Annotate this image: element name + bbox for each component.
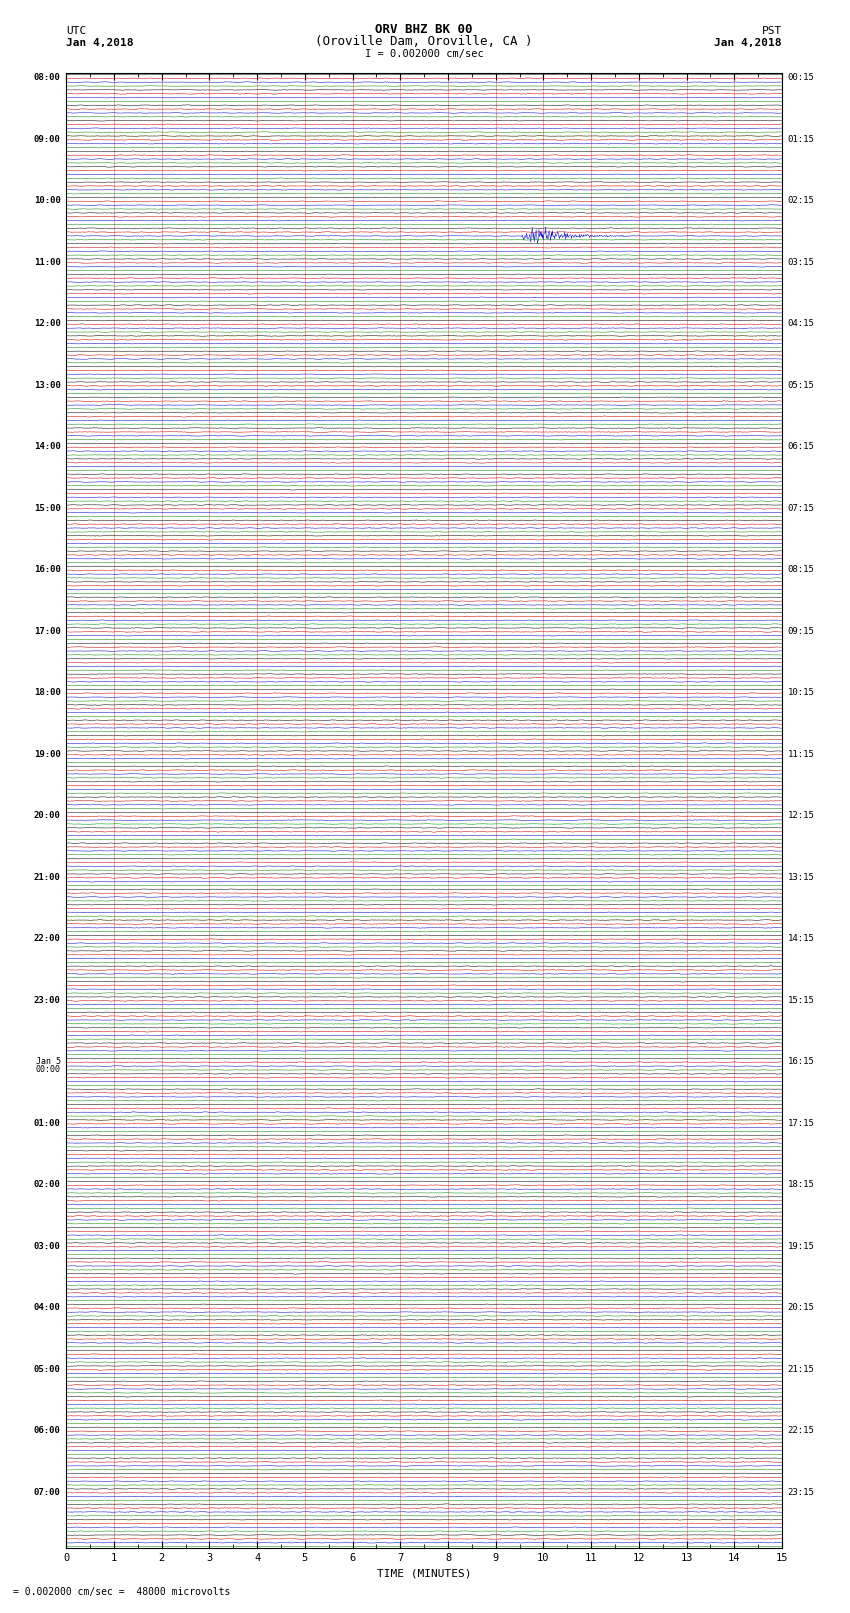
Text: 23:00: 23:00 — [34, 995, 60, 1005]
Text: 16:15: 16:15 — [788, 1057, 814, 1066]
Text: 23:15: 23:15 — [788, 1487, 814, 1497]
Text: 13:15: 13:15 — [788, 873, 814, 882]
Text: 20:00: 20:00 — [34, 811, 60, 821]
Text: 00:15: 00:15 — [788, 73, 814, 82]
Text: 05:00: 05:00 — [34, 1365, 60, 1374]
Text: 01:15: 01:15 — [788, 135, 814, 144]
Text: 17:15: 17:15 — [788, 1119, 814, 1127]
Text: 04:15: 04:15 — [788, 319, 814, 329]
Text: 21:15: 21:15 — [788, 1365, 814, 1374]
Text: Jan 4,2018: Jan 4,2018 — [66, 37, 133, 47]
Text: 21:00: 21:00 — [34, 873, 60, 882]
Text: (Oroville Dam, Oroville, CA ): (Oroville Dam, Oroville, CA ) — [315, 34, 533, 47]
Text: 07:15: 07:15 — [788, 503, 814, 513]
Text: 09:00: 09:00 — [34, 135, 60, 144]
Text: 03:00: 03:00 — [34, 1242, 60, 1250]
Text: 09:15: 09:15 — [788, 627, 814, 636]
Text: 12:00: 12:00 — [34, 319, 60, 329]
Text: 12:15: 12:15 — [788, 811, 814, 821]
Text: 15:00: 15:00 — [34, 503, 60, 513]
Text: 08:00: 08:00 — [34, 73, 60, 82]
Text: 10:00: 10:00 — [34, 197, 60, 205]
Text: 15:15: 15:15 — [788, 995, 814, 1005]
Text: 05:15: 05:15 — [788, 381, 814, 390]
Text: 22:15: 22:15 — [788, 1426, 814, 1436]
Text: 19:00: 19:00 — [34, 750, 60, 758]
Text: 07:00: 07:00 — [34, 1487, 60, 1497]
Text: 00:00: 00:00 — [36, 1065, 60, 1074]
Text: Jan 5: Jan 5 — [36, 1057, 60, 1066]
Text: ORV BHZ BK 00: ORV BHZ BK 00 — [376, 23, 473, 37]
Text: Jan 4,2018: Jan 4,2018 — [715, 37, 782, 47]
Text: 22:00: 22:00 — [34, 934, 60, 944]
Text: 08:15: 08:15 — [788, 565, 814, 574]
Text: 10:15: 10:15 — [788, 689, 814, 697]
X-axis label: TIME (MINUTES): TIME (MINUTES) — [377, 1568, 472, 1578]
Text: = 0.002000 cm/sec =  48000 microvolts: = 0.002000 cm/sec = 48000 microvolts — [13, 1587, 230, 1597]
Text: 03:15: 03:15 — [788, 258, 814, 266]
Text: 13:00: 13:00 — [34, 381, 60, 390]
Text: 20:15: 20:15 — [788, 1303, 814, 1313]
Text: 01:00: 01:00 — [34, 1119, 60, 1127]
Text: 19:15: 19:15 — [788, 1242, 814, 1250]
Text: PST: PST — [762, 26, 782, 37]
Text: 18:00: 18:00 — [34, 689, 60, 697]
Text: 06:15: 06:15 — [788, 442, 814, 452]
Text: 16:00: 16:00 — [34, 565, 60, 574]
Text: I = 0.002000 cm/sec: I = 0.002000 cm/sec — [365, 48, 484, 58]
Text: 02:00: 02:00 — [34, 1181, 60, 1189]
Text: 14:00: 14:00 — [34, 442, 60, 452]
Text: 14:15: 14:15 — [788, 934, 814, 944]
Text: 04:00: 04:00 — [34, 1303, 60, 1313]
Text: 02:15: 02:15 — [788, 197, 814, 205]
Text: 17:00: 17:00 — [34, 627, 60, 636]
Text: UTC: UTC — [66, 26, 87, 37]
Text: 11:00: 11:00 — [34, 258, 60, 266]
Text: 06:00: 06:00 — [34, 1426, 60, 1436]
Text: 11:15: 11:15 — [788, 750, 814, 758]
Text: 18:15: 18:15 — [788, 1181, 814, 1189]
